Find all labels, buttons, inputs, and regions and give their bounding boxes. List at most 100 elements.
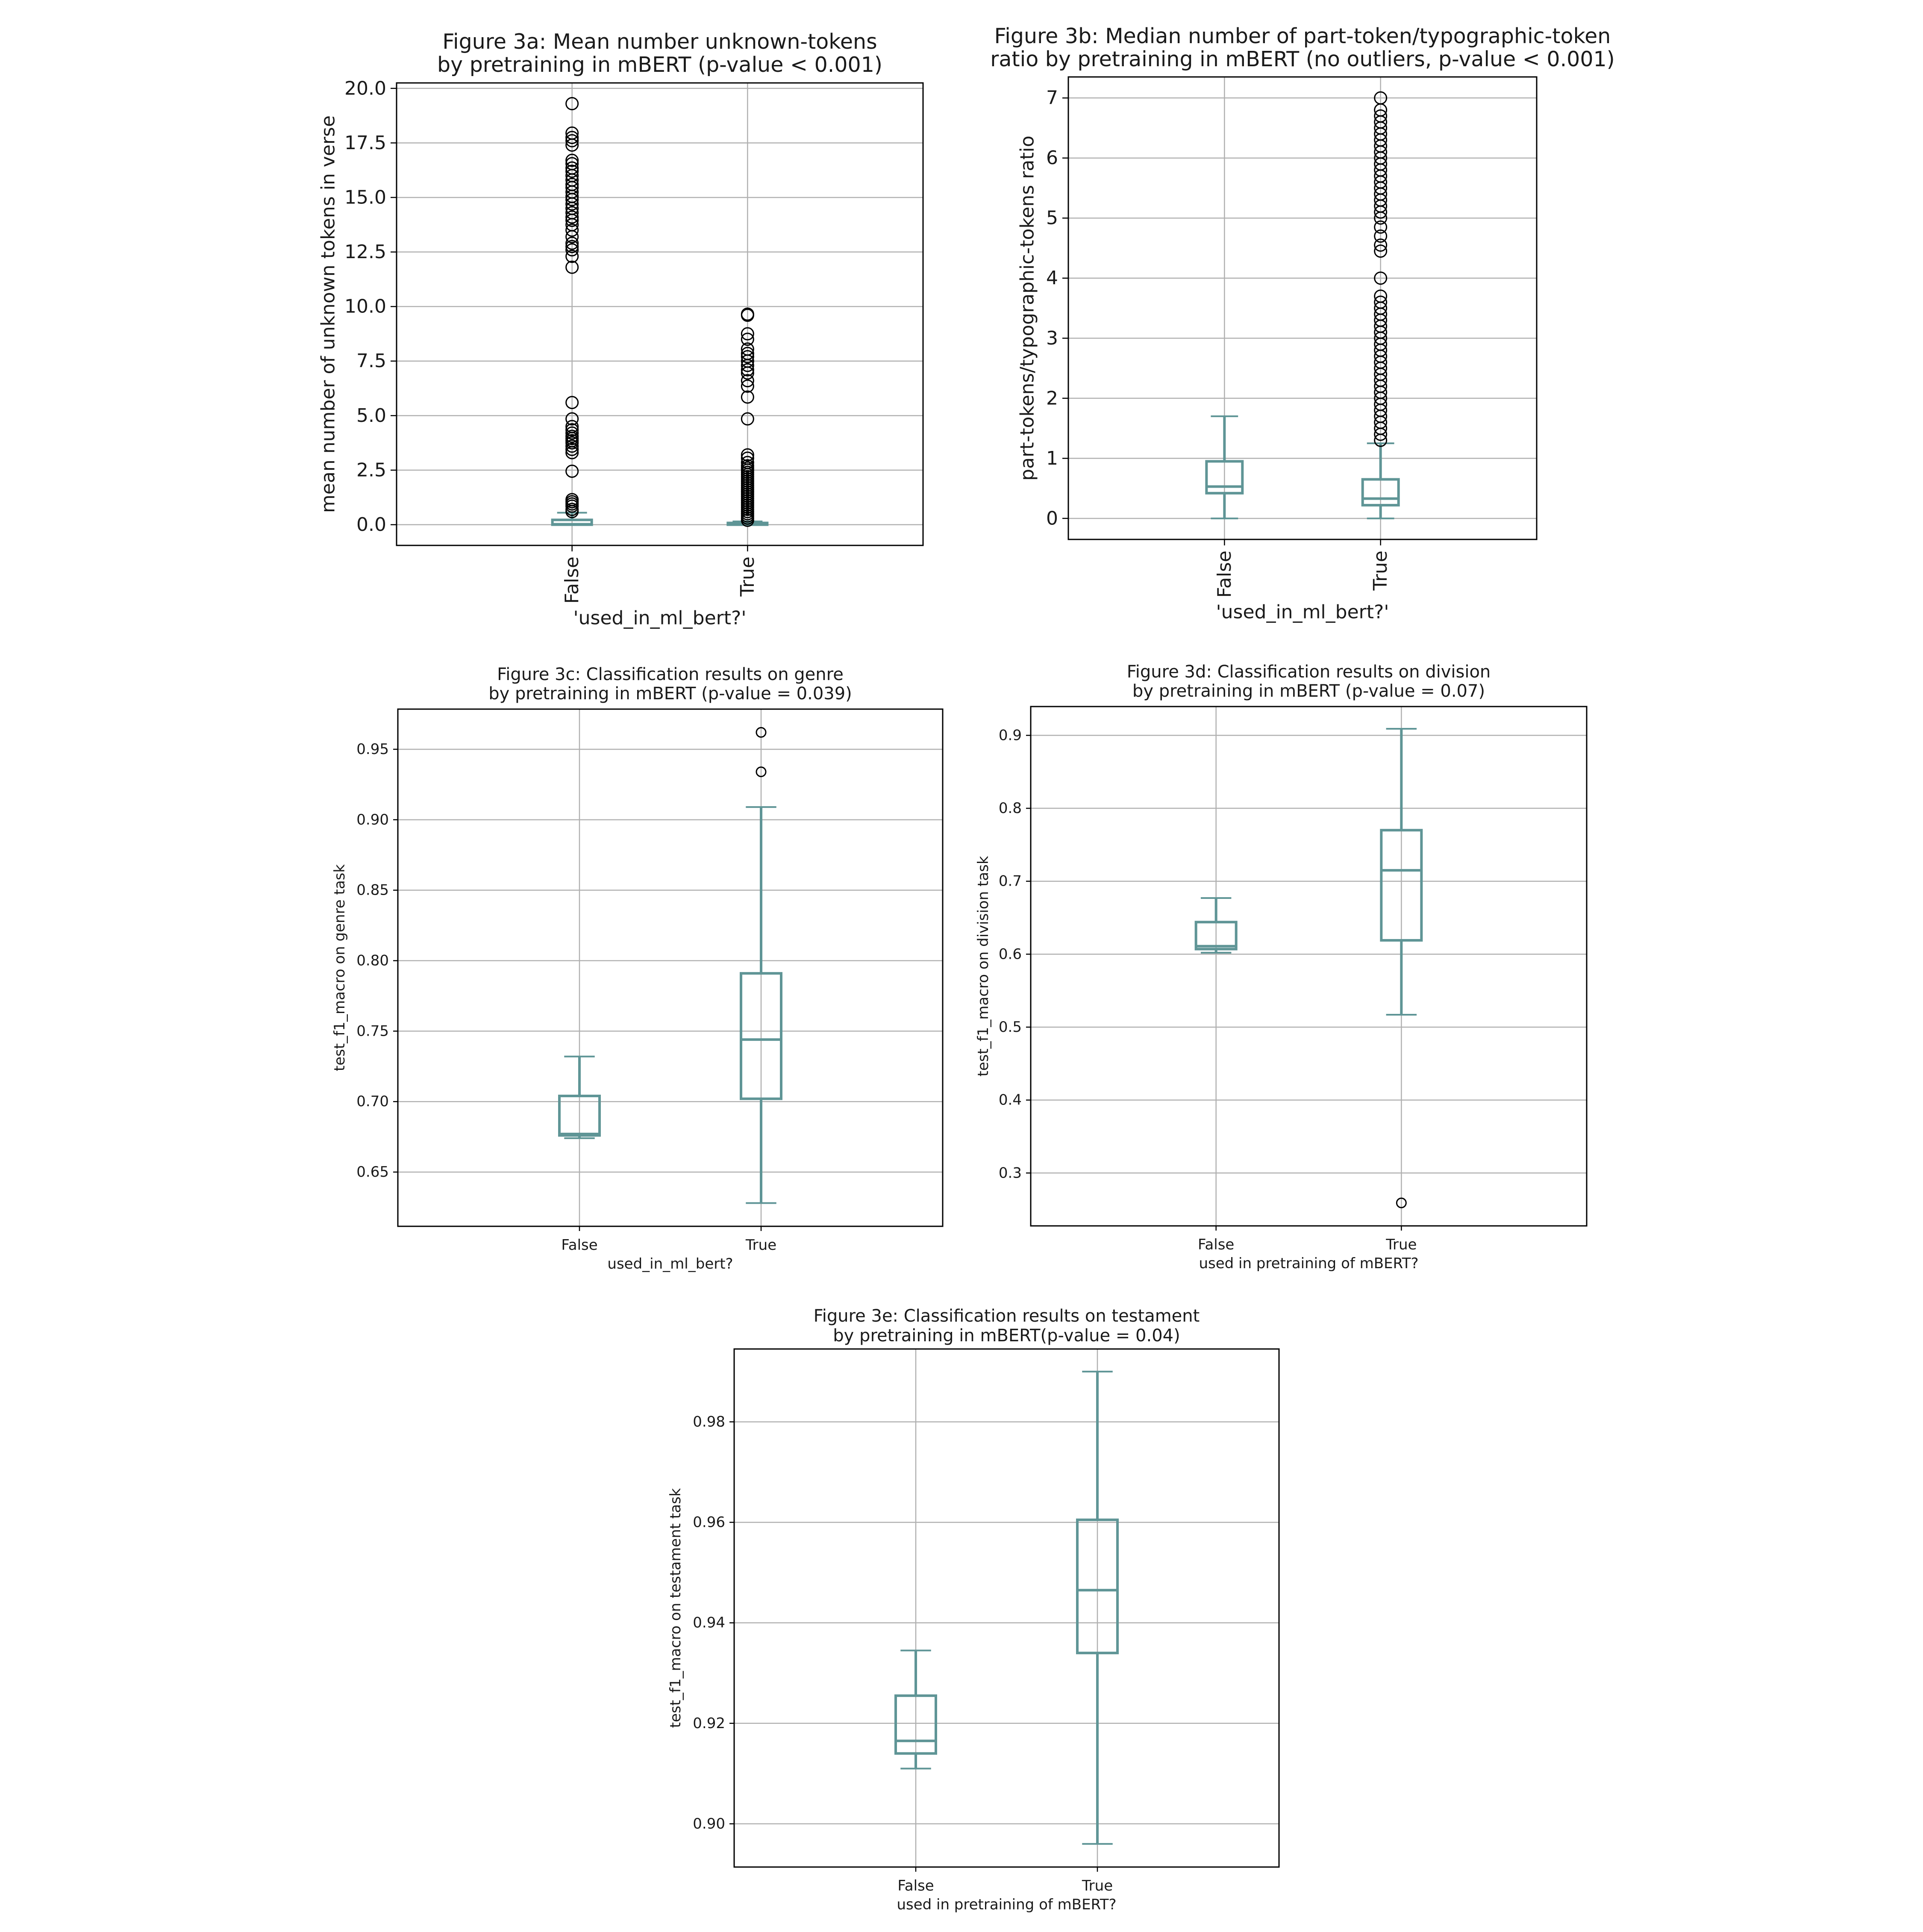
y-tick-label: 0.70 [356,1093,389,1110]
outlier-point [741,327,754,341]
chart-title: Figure 3b: Median number of part-token/t… [990,24,1615,71]
y-tick-label: 4 [1046,267,1058,289]
box-true [726,307,769,527]
y-tick-label: 10.0 [344,296,386,318]
y-tick-label: 5.0 [356,405,386,427]
outlier-point [756,766,767,778]
outlier-point [565,131,579,144]
outlier-point [565,396,579,409]
outlier-point [565,243,579,256]
outlier-point [741,350,754,364]
outlier-point [565,464,579,478]
outlier-point [1374,271,1388,285]
outlier-point [565,503,579,516]
plot-frame [397,708,944,1227]
plot-frame [396,82,924,546]
outlier-point [741,347,754,360]
y-tick-label: 12.5 [344,241,386,263]
outlier-point [741,307,754,321]
outlier-point [565,430,579,443]
outlier-point [1374,91,1388,105]
y-tick-label: 0.8 [999,800,1022,817]
box-false [551,97,593,526]
x-tick-label: False [561,557,583,604]
outlier-point [1374,238,1388,252]
outlier-point [741,459,754,473]
outlier-point [565,126,579,140]
chart-3a: 0.0 2.5 5.0 7.5 10.0 12.5 15.0 17.5 20.0 False Tru… [318,29,924,629]
y-tick-label: 0.7 [999,873,1022,890]
y-tick-label: 0.6 [999,945,1022,963]
box-false [1205,415,1244,519]
x-tick-label: False [1198,1236,1234,1253]
y-tick-label: 15.0 [344,186,386,208]
y-tick-label: 0.65 [356,1163,389,1181]
iqr-box [1380,829,1423,942]
y-tick-label: 0.0 [356,514,386,536]
outlier-point [741,342,754,356]
x-axis-label: used in pretraining of mBERT? [1199,1255,1418,1272]
outlier-point [1374,289,1388,303]
outlier-point [565,134,579,147]
y-axis-label: test_f1_macro on division task [975,856,992,1076]
x-tick-label: False [561,1237,597,1254]
y-tick-label: 20.0 [344,77,386,99]
x-axis-label: 'used_in_ml_bert?' [1216,601,1389,623]
outlier-point [565,157,579,171]
outlier-point [565,423,579,436]
y-tick-label: 0.90 [356,811,389,828]
y-tick-label: 0.5 [999,1019,1022,1036]
outlier-point [565,240,579,253]
outlier-point [741,451,754,465]
outlier-point [756,727,767,738]
y-tick-label: 1 [1046,448,1058,469]
y-tick-label: 0.3 [999,1164,1022,1181]
chart-title: Figure 3d: Classification results on div… [1127,662,1491,701]
outlier-point [741,456,754,469]
outlier-point [1374,244,1388,258]
y-axis-label: test_f1_macro on testament task [667,1488,684,1728]
iqr-box [740,972,782,1100]
outlier-point [565,260,579,274]
outlier-point [1374,295,1388,309]
outlier-point [565,250,579,263]
x-tick-label: True [1082,1877,1113,1894]
box-true [1076,1370,1119,1845]
y-tick-label: 17.5 [344,132,386,154]
y-axis-label: mean number of unknown tokens in verse [318,115,339,513]
x-tick-label: True [1370,551,1391,591]
iqr-box [1361,478,1400,507]
outlier-point [565,412,579,426]
chart-title: Figure 3c: Classification results on gen… [488,665,852,704]
box-false [894,1649,937,1770]
outlier-point [565,493,579,507]
outlier-point [741,363,754,377]
outlier-point [741,379,754,393]
x-axis-label: used_in_ml_bert? [607,1255,733,1272]
y-tick-label: 6 [1046,147,1058,169]
outlier-point [565,224,579,237]
y-tick-label: 0.98 [693,1413,725,1430]
outlier-point [565,165,579,178]
chart-3c: 0.65 0.70 0.75 0.80 0.85 0.90 0.95 False True Fig… [331,665,944,1272]
outlier-point [565,153,579,167]
outlier-point [1374,109,1388,123]
x-axis-label: used in pretraining of mBERT? [897,1896,1116,1913]
chart-title: Figure 3a: Mean number unknown-tokens by … [437,29,882,77]
outlier-point [565,439,579,453]
iqr-box [894,1694,937,1755]
outlier-point [741,412,754,426]
plot-frame [733,1348,1280,1868]
y-axis-label: part-tokens/typographic-tokens ratio [1017,135,1038,481]
iqr-box [1194,921,1238,951]
outlier-point [565,426,579,440]
y-tick-label: 0.90 [693,1815,725,1832]
outlier-point [565,97,579,110]
box-false [558,1055,601,1139]
chart-title: Figure 3e: Classification results on tes… [814,1306,1200,1346]
outlier-point [565,177,579,191]
x-tick-label: False [897,1877,934,1894]
box-true [740,727,782,1204]
y-tick-label: 5 [1046,207,1058,229]
